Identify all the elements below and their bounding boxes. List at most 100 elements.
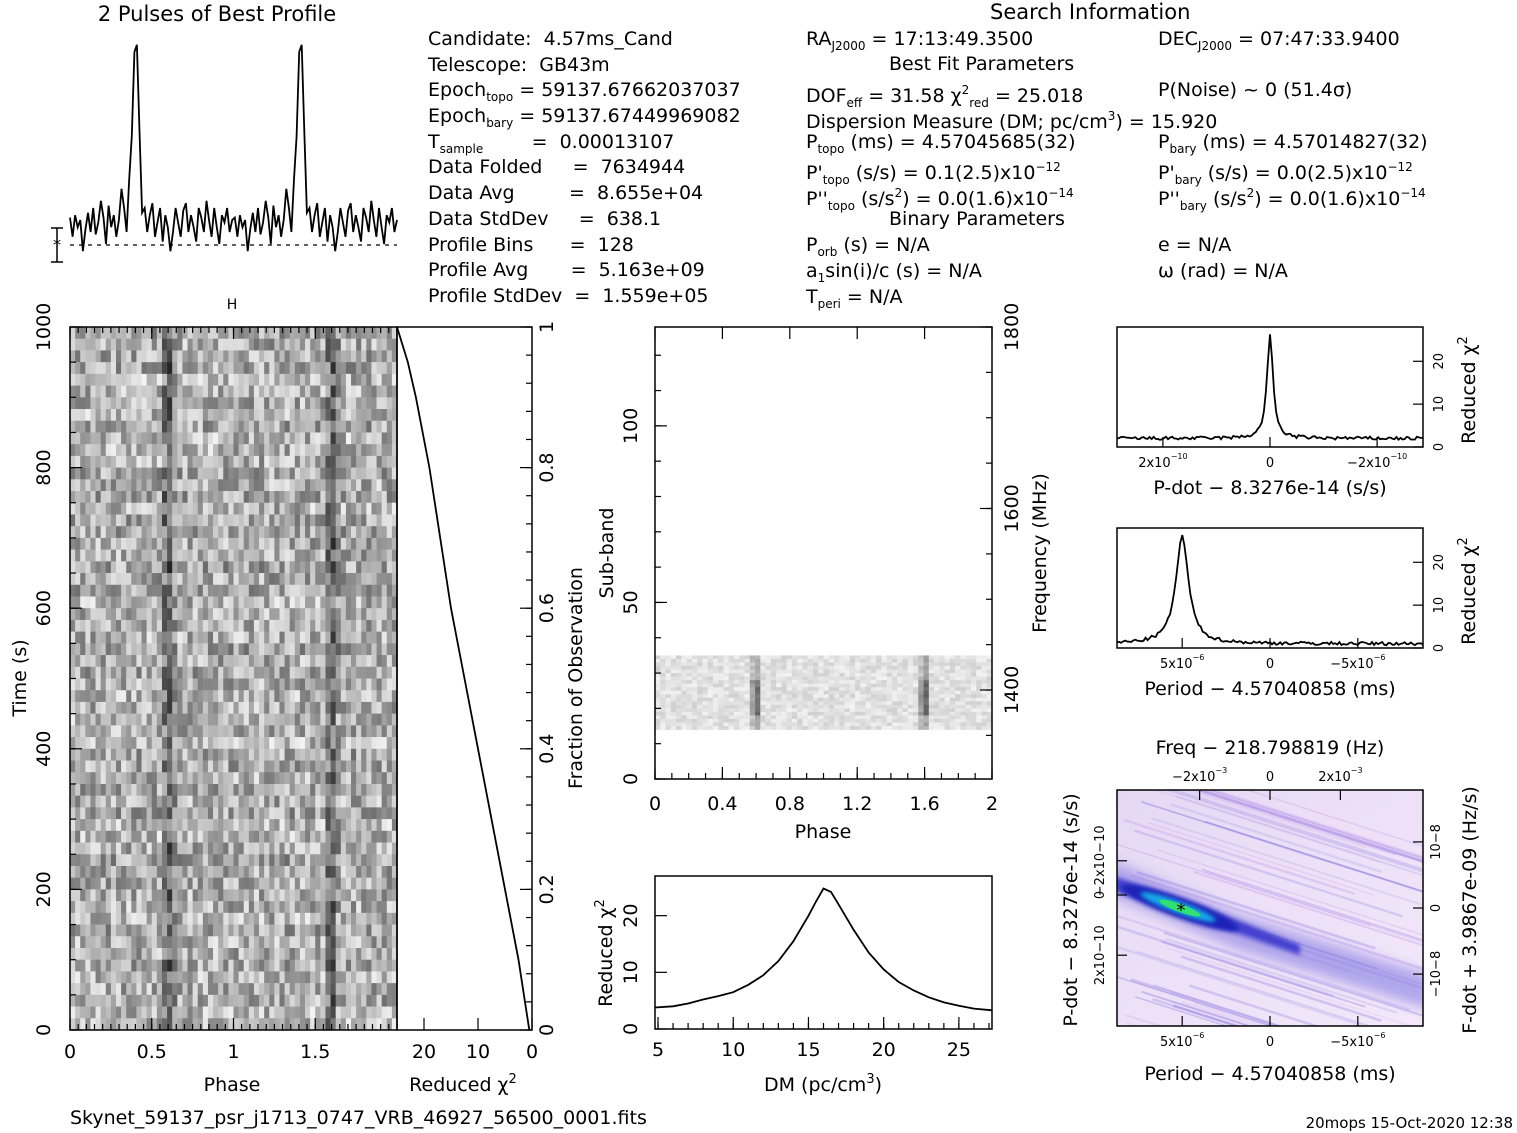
tick-label: 0 xyxy=(1266,1035,1274,1050)
info-line: Candidate: 4.57ms_Cand xyxy=(428,28,673,50)
subband-ylabel: Sub-band xyxy=(596,508,618,599)
pp-right-label: F-dot + 3.9867e-09 (Hz/s) xyxy=(1459,786,1481,1034)
pnoise-value: P(Noise) ~ 0 (51.4σ) xyxy=(1158,79,1353,101)
period-xlabel: Period − 4.57040858 (ms) xyxy=(1144,678,1395,700)
info-line: Profile Bins = 128 xyxy=(428,233,634,256)
tperi-value: Tperi = N/A xyxy=(806,286,903,311)
time-phase-xlabel: Phase xyxy=(204,1074,261,1096)
tick-label: 0.8 xyxy=(536,452,558,482)
pp-ylabel: P-dot − 8.3276e-14 (s/s) xyxy=(1060,793,1082,1026)
tick-label: 0 xyxy=(1266,456,1274,471)
tick-label: 1.6 xyxy=(909,793,939,815)
pp-xlabel: Period − 4.57040858 (ms) xyxy=(1144,1063,1395,1085)
porb-value: Porb (s) = N/A xyxy=(806,234,930,259)
tick-label: −2x10−10 xyxy=(1093,825,1108,896)
info-line: Data StdDev = 638.1 xyxy=(428,207,662,230)
tick-label: −5x10−6 xyxy=(1330,653,1385,672)
search-info-title: Search Information xyxy=(990,0,1191,24)
tick-label: 5 xyxy=(652,1039,664,1061)
tick-label: 0 xyxy=(1432,644,1447,652)
tick-label: 0 xyxy=(64,1041,76,1063)
info-line: Epochtopo = 59137.67662037037 xyxy=(428,79,741,105)
tick-label: 5x10−6 xyxy=(1160,653,1204,672)
tick-label: 1000 xyxy=(33,303,55,351)
tick-label: 2 xyxy=(986,793,998,815)
tick-label: 0.2 xyxy=(536,874,558,904)
info-line: Tsample = 0.00013107 xyxy=(428,130,675,156)
tick-label: 0.6 xyxy=(536,593,558,623)
tick-label: 0.4 xyxy=(707,793,737,815)
tick-label: −10−8 xyxy=(1429,951,1444,998)
tick-label: 0.8 xyxy=(775,793,805,815)
tick-label: 5x10−6 xyxy=(1160,1031,1204,1050)
pdbary-value: P'bary (s/s) = 0.0(2.5)x10−12 xyxy=(1158,160,1413,187)
tick-label: 20 xyxy=(872,1039,896,1061)
tick-label: 0 xyxy=(526,1041,538,1063)
tick-label: 0 xyxy=(620,773,642,785)
tick-label: 0 xyxy=(1093,891,1108,899)
candidate-info: Candidate: 4.57ms_Cand Telescope: GB43m Ep… xyxy=(428,27,741,310)
period-ylabel: Reduced χ2 xyxy=(1456,537,1480,645)
tick-label: 15 xyxy=(796,1039,820,1061)
dm-ylabel: Reduced χ2 xyxy=(593,899,617,1007)
tick-label: 800 xyxy=(33,449,55,485)
info-line: Epochbary = 59137.67449969082 xyxy=(428,105,741,131)
subband-phase-heatmap: 0 0.4 0.8 1.2 1.6 2 0 50 100 1400 1600 1800 Phase S… xyxy=(596,303,1051,843)
tick-label: 0 xyxy=(1429,904,1444,912)
info-line: Data Folded = 7634944 xyxy=(428,156,686,179)
footer-filename: Skynet_59137_psr_j1713_0747_VRB_46927_56… xyxy=(70,1107,647,1129)
tick-label: 1 xyxy=(227,1041,239,1063)
tick-label: 100 xyxy=(620,408,642,444)
tick-label: 0.4 xyxy=(536,734,558,764)
info-line: Profile Avg = 5.163e+09 xyxy=(428,259,705,282)
tick-label: 10 xyxy=(721,1039,745,1061)
pbary-value: Pbary (ms) = 4.57014827(32) xyxy=(1158,131,1428,156)
info-line: Telescope: GB43m xyxy=(428,53,610,76)
a1-value: a1sin(i)/c (s) = N/A xyxy=(806,260,982,285)
tick-label: 1400 xyxy=(1001,666,1023,714)
time-phase-ylabel: Time (s) xyxy=(9,639,31,717)
pdot-curve-chart: 2x10−10 0 −2x10−10 0 10 20 P-dot − 8.3276e-14… xyxy=(1116,326,1480,499)
pddbary-value: P''bary (s/s2) = 0.0(1.6)x10−14 xyxy=(1158,186,1426,213)
chi-vs-time-chart: 20 10 0 0 0.2 0.4 0.6 0.8 1 Reduced χ2 Fraction … xyxy=(396,321,587,1096)
tick-label: 0 xyxy=(1266,657,1274,672)
ptopo-value: Ptopo (ms) = 4.57045685(32) xyxy=(806,131,1076,156)
dm-value: Dispersion Measure (DM; pc/cm3) = 15.920 xyxy=(806,109,1218,133)
dec-value: DECJ2000 = 07:47:33.9400 xyxy=(1158,28,1400,53)
tick-label: 0 xyxy=(1432,443,1447,451)
info-line: Profile StdDev = 1.559e+05 xyxy=(428,284,709,307)
profile-chart: * xyxy=(51,44,398,263)
chi-vs-time-xlabel: Reduced χ2 xyxy=(409,1072,517,1096)
tick-label: 20 xyxy=(412,1041,436,1063)
frequency-label: Frequency (MHz) xyxy=(1029,473,1051,633)
subband-xlabel: Phase xyxy=(795,821,852,843)
tick-label: 0 xyxy=(536,1024,558,1036)
tick-label: 1.2 xyxy=(842,793,872,815)
tick-label: 2x10−10 xyxy=(1138,452,1187,471)
footer-stamp: 20mops 15-Oct-2020 12:38 xyxy=(1306,1114,1513,1132)
binary-title: Binary Parameters xyxy=(889,208,1065,230)
pdtopo-value: P'topo (s/s) = 0.1(2.5)x10−12 xyxy=(806,160,1061,187)
best-fit-title: Best Fit Parameters xyxy=(889,53,1075,75)
dm-xlabel: DM (pc/cm3) xyxy=(764,1072,882,1096)
freq-title: Freq − 218.798819 (Hz) xyxy=(1156,737,1385,759)
tick-label: 2x10−3 xyxy=(1318,766,1362,785)
tick-label: 200 xyxy=(33,871,55,907)
tick-label: 0.5 xyxy=(137,1041,167,1063)
ra-value: RAJ2000 = 17:13:49.3500 xyxy=(806,28,1034,53)
tick-label: 0 xyxy=(620,1023,642,1035)
tick-label: 2x10−10 xyxy=(1093,925,1108,985)
tick-label: 0 xyxy=(649,793,661,815)
omega-value: ω (rad) = N/A xyxy=(1158,260,1288,282)
tick-label: 20 xyxy=(1432,353,1447,370)
tick-label: 25 xyxy=(947,1039,971,1061)
dof-value: DOFeff = 31.58 χ2red = 25.018 xyxy=(806,83,1084,110)
tick-label: 10 xyxy=(620,960,642,984)
profile-title: 2 Pulses of Best Profile xyxy=(98,2,336,26)
tick-label: 400 xyxy=(33,731,55,767)
tick-label: 20 xyxy=(620,904,642,928)
p-pdot-plane: Freq − 218.798819 (Hz) * 5x10−6 0 −5x10−6−… xyxy=(1060,737,1481,1085)
ecc-value: e = N/A xyxy=(1158,234,1232,256)
tick-label: 0 xyxy=(1266,770,1274,785)
